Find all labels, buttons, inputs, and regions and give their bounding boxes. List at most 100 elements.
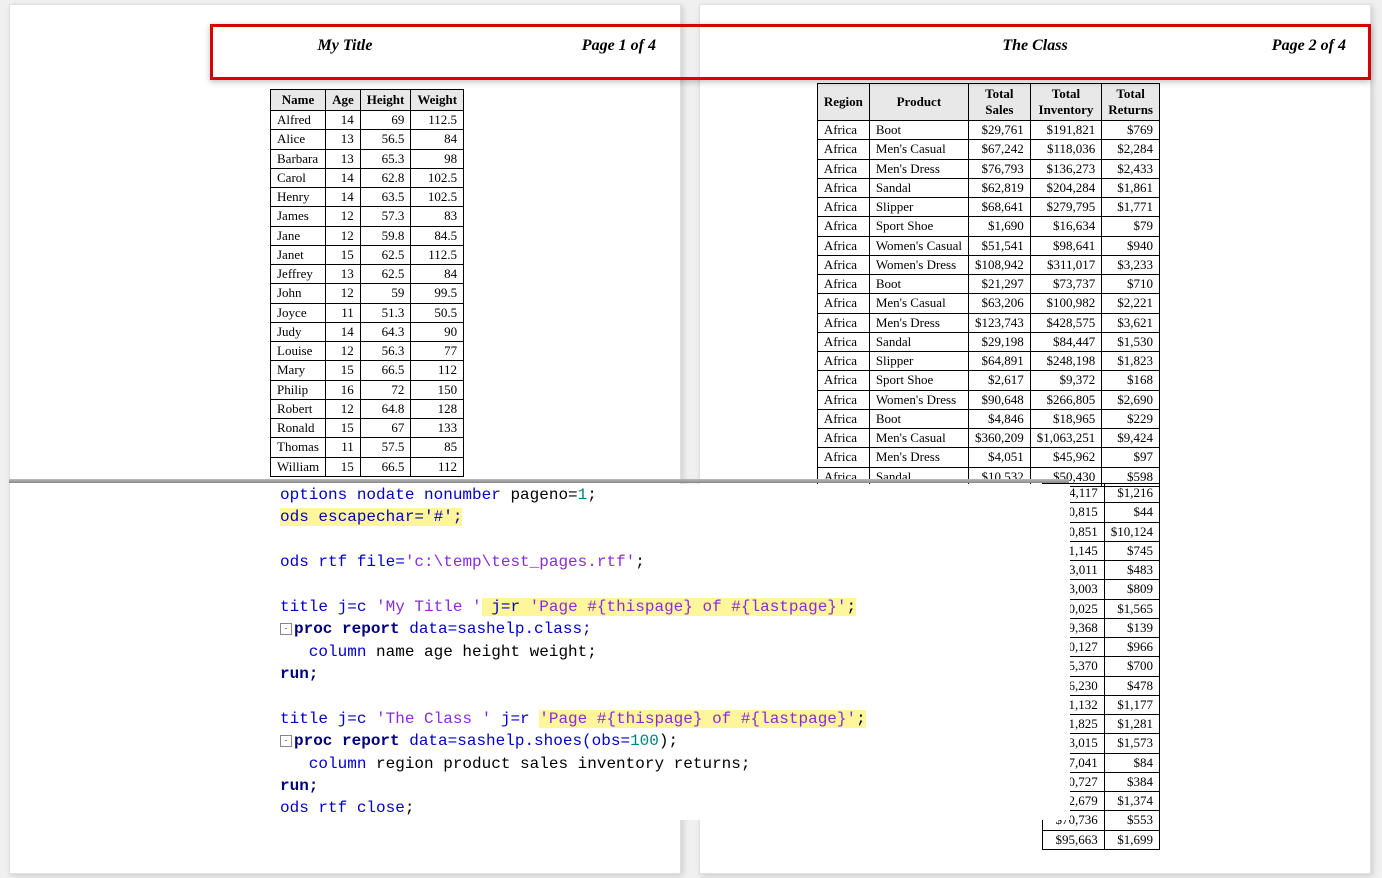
table-cell: 99.5 xyxy=(411,284,464,303)
table-row: Ronald1567133 xyxy=(271,419,464,438)
table-row: Jeffrey1362.584 xyxy=(271,265,464,284)
table-row: John125999.5 xyxy=(271,284,464,303)
table-cell: $100,982 xyxy=(1030,294,1102,313)
table-cell: 84 xyxy=(411,130,464,149)
table-cell: Slipper xyxy=(869,352,968,371)
page-1-number: Page 1 of 4 xyxy=(582,37,656,55)
table-cell: Sport Shoe xyxy=(869,217,968,236)
fold-icon[interactable]: - xyxy=(280,735,292,747)
table-row: AfricaWomen's Casual$51,541$98,641$940 xyxy=(817,236,1159,255)
table-cell: $21,297 xyxy=(968,275,1030,294)
table-cell: $67,242 xyxy=(968,140,1030,159)
code: name age height weight; xyxy=(376,643,597,661)
table-row: AfricaWomen's Dress$108,942$311,017$3,23… xyxy=(817,255,1159,274)
code: ods xyxy=(280,799,318,817)
code: rtf xyxy=(318,553,356,571)
code: ods escapechar='#'; xyxy=(280,508,462,526)
table-cell: $478 xyxy=(1104,676,1159,695)
code: 100 xyxy=(630,732,659,750)
fold-icon[interactable]: - xyxy=(280,623,292,635)
table-row: Joyce1151.350.5 xyxy=(271,303,464,322)
code: report xyxy=(332,732,399,750)
table-row: Robert1264.8128 xyxy=(271,399,464,418)
table-cell: $279,795 xyxy=(1030,198,1102,217)
code: j=c xyxy=(338,710,376,728)
table-cell: $966 xyxy=(1104,638,1159,657)
table-cell: Boot xyxy=(869,275,968,294)
table-cell: Sport Shoe xyxy=(869,371,968,390)
class-table-wrap: NameAgeHeightWeightAlfred1469112.5Alice1… xyxy=(270,89,680,477)
table-cell: 13 xyxy=(326,130,361,149)
table-cell: $76,793 xyxy=(968,159,1030,178)
table-cell: Henry xyxy=(271,188,326,207)
table-cell: 15 xyxy=(326,361,361,380)
table-cell: 11 xyxy=(326,438,361,457)
table-cell: $68,641 xyxy=(968,198,1030,217)
table-cell: Africa xyxy=(817,178,869,197)
table-cell: $311,017 xyxy=(1030,255,1102,274)
column-header: TotalInventory xyxy=(1030,84,1102,121)
code: 'The Class ' xyxy=(376,710,491,728)
table-row: Carol1462.8102.5 xyxy=(271,168,464,187)
table-row: AfricaSandal$29,198$84,447$1,530 xyxy=(817,332,1159,351)
table-row: Barbara1365.398 xyxy=(271,149,464,168)
table-cell: 14 xyxy=(326,188,361,207)
table-cell: $63,206 xyxy=(968,294,1030,313)
table-cell: $204,284 xyxy=(1030,178,1102,197)
table-cell: $553 xyxy=(1104,811,1159,830)
table-cell: 51.3 xyxy=(360,303,411,322)
shoes-table-wrap: RegionProductTotalSalesTotalInventoryTot… xyxy=(817,83,1160,487)
table-cell: $168 xyxy=(1102,371,1160,390)
code: ; xyxy=(587,486,597,504)
code: title xyxy=(280,710,338,728)
table-cell: Africa xyxy=(817,217,869,236)
table-cell: Africa xyxy=(817,140,869,159)
table-cell: $1,177 xyxy=(1104,695,1159,714)
code: pageno= xyxy=(510,486,577,504)
code: ; xyxy=(856,710,866,728)
table-cell: $2,690 xyxy=(1102,390,1160,409)
table-cell: Africa xyxy=(817,390,869,409)
column-header: TotalSales xyxy=(968,84,1030,121)
table-cell: John xyxy=(271,284,326,303)
table-cell: Africa xyxy=(817,159,869,178)
column-header: Product xyxy=(869,84,968,121)
table-cell: Thomas xyxy=(271,438,326,457)
table-cell: $10,124 xyxy=(1104,522,1159,541)
table-cell: $4,846 xyxy=(968,409,1030,428)
table-cell: $29,198 xyxy=(968,332,1030,351)
table-cell: 72 xyxy=(360,380,411,399)
table-row: AfricaMen's Casual$63,206$100,982$2,221 xyxy=(817,294,1159,313)
code: ; xyxy=(635,553,645,571)
code: j=c xyxy=(338,598,376,616)
table-cell: Jane xyxy=(271,226,326,245)
table-cell: 67 xyxy=(360,419,411,438)
class-table: NameAgeHeightWeightAlfred1469112.5Alice1… xyxy=(270,89,464,477)
table-cell: 112 xyxy=(411,361,464,380)
table-cell: 69 xyxy=(360,111,411,130)
table-cell: $940 xyxy=(1102,236,1160,255)
table-cell: $1,281 xyxy=(1104,715,1159,734)
table-cell: Africa xyxy=(817,294,869,313)
table-cell: $9,424 xyxy=(1102,429,1160,448)
table-cell: Africa xyxy=(817,236,869,255)
table-cell: $745 xyxy=(1104,541,1159,560)
table-cell: Alice xyxy=(271,130,326,149)
table-cell: Barbara xyxy=(271,149,326,168)
table-cell: $3,621 xyxy=(1102,313,1160,332)
table-cell: 98 xyxy=(411,149,464,168)
code: 'c:\temp\test_pages.rtf' xyxy=(405,553,635,571)
table-cell: 12 xyxy=(326,207,361,226)
table-cell: $1,771 xyxy=(1102,198,1160,217)
table-cell: 64.8 xyxy=(360,399,411,418)
table-row: James1257.383 xyxy=(271,207,464,226)
code: title xyxy=(280,598,338,616)
table-cell: $1,699 xyxy=(1104,830,1159,849)
table-cell: $97 xyxy=(1102,448,1160,467)
table-cell: 84.5 xyxy=(411,226,464,245)
code: column xyxy=(280,643,376,661)
table-cell: 83 xyxy=(411,207,464,226)
table-cell: Women's Dress xyxy=(869,390,968,409)
table-cell: $2,221 xyxy=(1102,294,1160,313)
table-cell: $1,573 xyxy=(1104,734,1159,753)
